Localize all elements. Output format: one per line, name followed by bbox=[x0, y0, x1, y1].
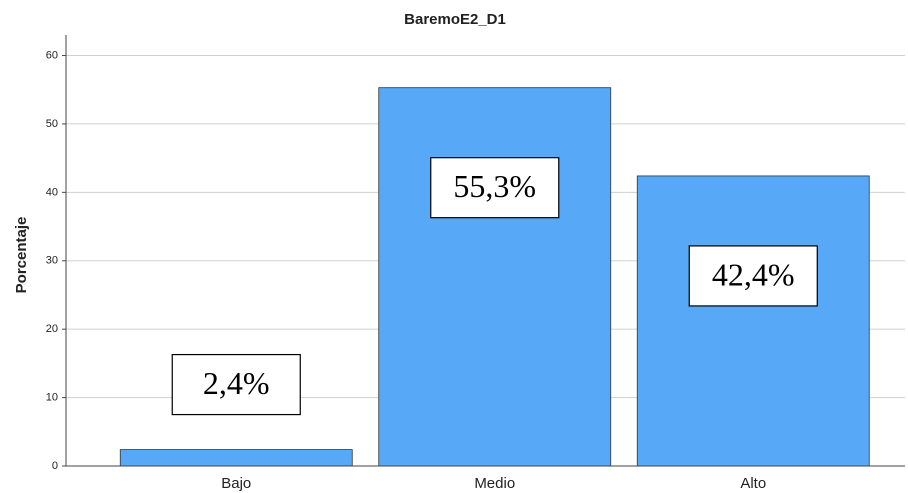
value-label: 42,4% bbox=[712, 256, 795, 292]
bar bbox=[119, 449, 353, 467]
value-label: 55,3% bbox=[453, 168, 536, 204]
bar bbox=[636, 175, 870, 467]
y-tick-label: 50 bbox=[46, 118, 58, 130]
x-tick-label: Medio bbox=[474, 475, 515, 492]
y-tick-label: 20 bbox=[46, 323, 58, 335]
bar bbox=[378, 87, 612, 467]
y-tick-label: 30 bbox=[46, 255, 58, 267]
y-tick-label: 10 bbox=[46, 391, 58, 403]
y-axis-label: Porcentaje bbox=[13, 217, 30, 294]
value-label-box bbox=[688, 245, 818, 307]
y-tick-label: 60 bbox=[46, 49, 58, 61]
value-label: 2,4% bbox=[203, 365, 270, 401]
y-tick-label: 40 bbox=[46, 186, 58, 198]
x-tick-label: Alto bbox=[740, 475, 766, 492]
x-tick-label: Bajo bbox=[221, 475, 251, 492]
chart-title: BaremoE2_D1 bbox=[404, 11, 506, 28]
value-label-box bbox=[171, 353, 301, 416]
value-label-box bbox=[430, 157, 560, 219]
y-tick-label: 0 bbox=[52, 460, 58, 472]
